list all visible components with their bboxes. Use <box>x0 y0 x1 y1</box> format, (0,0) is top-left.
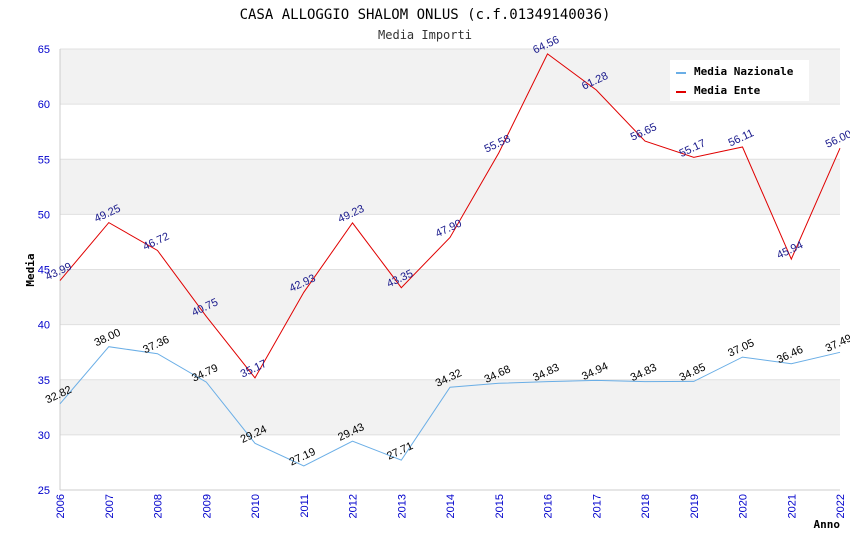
grid-band <box>60 159 840 215</box>
x-tick-label: 2017 <box>591 494 603 518</box>
x-tick-label: 2012 <box>348 494 360 518</box>
grid-band <box>60 104 840 160</box>
legend: Media Nazionale Media Ente <box>670 60 809 101</box>
x-tick-label: 2011 <box>299 494 311 518</box>
chart-subtitle: Media Importi <box>378 28 472 42</box>
y-tick-label: 55 <box>38 154 50 166</box>
series-line-media-ente <box>59 53 841 379</box>
series-line-media-nazionale <box>59 346 841 467</box>
grid-band <box>60 269 840 325</box>
chart-title: CASA ALLOGGIO SHALOM ONLUS (c.f.01349140… <box>240 7 611 23</box>
series-lines <box>59 53 841 467</box>
grid-band <box>60 214 840 270</box>
x-tick-label: 2008 <box>153 494 165 518</box>
axes <box>59 49 840 491</box>
y-tick-label: 50 <box>38 209 50 221</box>
y-tick-label: 35 <box>38 375 50 387</box>
x-tick-label: 2009 <box>201 494 213 518</box>
legend-label-media-ente: Media Ente <box>694 84 761 97</box>
x-tick-label: 2018 <box>640 494 652 518</box>
y-tick-label: 45 <box>38 265 50 277</box>
x-tick-label: 2007 <box>104 494 116 518</box>
y-tick-labels: 25 30 35 40 45 50 55 60 65 <box>38 44 50 497</box>
grid-bands <box>60 48 840 491</box>
y-tick-label: 60 <box>38 99 50 111</box>
y-tick-label: 40 <box>38 320 50 332</box>
x-tick-labels: 2006 2007 2008 2009 2010 2011 2012 2013 2014 2015… <box>55 494 847 518</box>
legend-label-media-nazionale: Media Nazionale <box>694 65 794 78</box>
x-tick-label: 2020 <box>738 494 750 518</box>
x-tick-label: 2019 <box>689 494 701 518</box>
y-tick-label: 25 <box>38 485 50 497</box>
x-tick-label: 2016 <box>543 494 555 518</box>
grid-band <box>60 434 840 490</box>
x-tick-label: 2021 <box>786 494 798 518</box>
y-axis-label: Media <box>24 253 37 286</box>
x-tick-label: 2010 <box>250 494 262 518</box>
x-tick-label: 2014 <box>445 494 457 518</box>
x-tick-label: 2022 <box>835 494 847 518</box>
legend-box <box>670 60 809 101</box>
x-tick-label: 2013 <box>396 494 408 518</box>
x-axis-label: Anno <box>814 518 841 531</box>
grid-band <box>60 324 840 380</box>
x-tick-label: 2006 <box>55 494 67 518</box>
y-tick-label: 30 <box>38 430 50 442</box>
y-tick-label: 65 <box>38 44 50 56</box>
x-tick-label: 2015 <box>494 494 506 518</box>
grid-band <box>60 379 840 435</box>
